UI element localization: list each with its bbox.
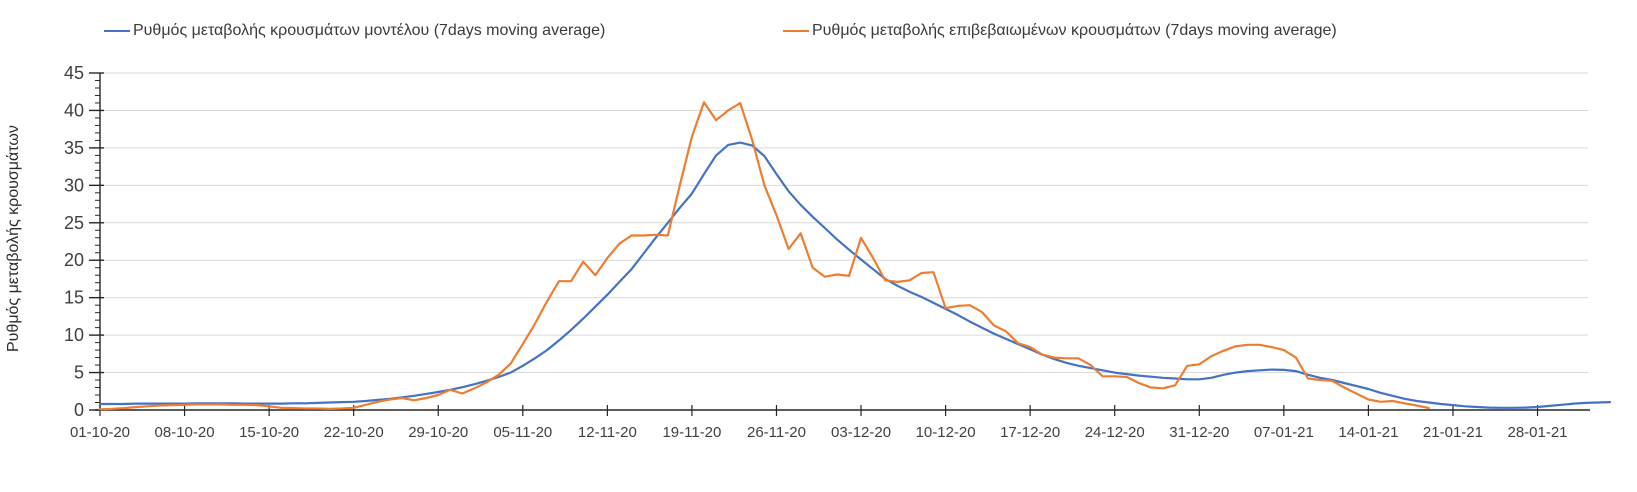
x-tick-label: 26-11-20	[747, 424, 806, 441]
y-tick-label: 30	[64, 175, 84, 195]
legend-item-model[interactable]: Ρυθμός μεταβολής κρουσμάτων μοντέλου (7d…	[104, 22, 605, 40]
x-tick-label: 17-12-20	[1000, 424, 1060, 441]
x-tick-label: 24-12-20	[1085, 424, 1145, 441]
x-tick-label: 12-11-20	[578, 424, 637, 441]
legend-label-model: Ρυθμός μεταβολής κρουσμάτων μοντέλου (7d…	[133, 22, 606, 39]
x-tick-label: 10-12-20	[916, 424, 976, 441]
legend-line-model-icon	[104, 30, 130, 32]
legend-label-confirmed: Ρυθμός μεταβολής επιβεβαιωμένων κρουσμάτ…	[812, 22, 1337, 39]
y-tick-label: 35	[64, 138, 84, 158]
x-tick-label: 03-12-20	[831, 424, 891, 441]
x-tick-label: 21-01-21	[1423, 424, 1483, 441]
y-tick-label: 20	[64, 250, 84, 270]
x-tick-label: 05-11-20	[493, 424, 552, 441]
legend-line-confirmed-icon	[783, 30, 809, 32]
y-tick-label: 5	[74, 363, 84, 383]
x-tick-label: 22-10-20	[324, 424, 384, 441]
x-tick-label: 08-10-20	[155, 424, 215, 441]
x-tick-label: 14-01-21	[1338, 424, 1398, 441]
x-tick-label: 15-10-20	[239, 424, 299, 441]
x-tick-label: 29-10-20	[408, 424, 468, 441]
y-tick-label: 10	[64, 325, 84, 345]
y-tick-label: 45	[64, 63, 84, 83]
series-line-model[interactable]	[98, 141, 1612, 409]
series-line-confirmed[interactable]	[98, 101, 1430, 411]
x-tick-label: 07-01-21	[1254, 424, 1314, 441]
y-tick-label: 25	[64, 213, 84, 233]
y-tick-label: 0	[74, 400, 84, 420]
x-tick-label: 01-10-20	[70, 424, 130, 441]
x-tick-label: 28-01-21	[1507, 424, 1567, 441]
y-tick-label: 40	[64, 100, 84, 120]
y-tick-label: 15	[64, 288, 84, 308]
y-axis-title: Ρυθμός μεταβολής κρουσμάτων	[5, 125, 22, 352]
x-tick-label: 31-12-20	[1169, 424, 1229, 441]
x-tick-label: 19-11-20	[662, 424, 721, 441]
legend-item-confirmed[interactable]: Ρυθμός μεταβολής επιβεβαιωμένων κρουσμάτ…	[783, 22, 1337, 40]
